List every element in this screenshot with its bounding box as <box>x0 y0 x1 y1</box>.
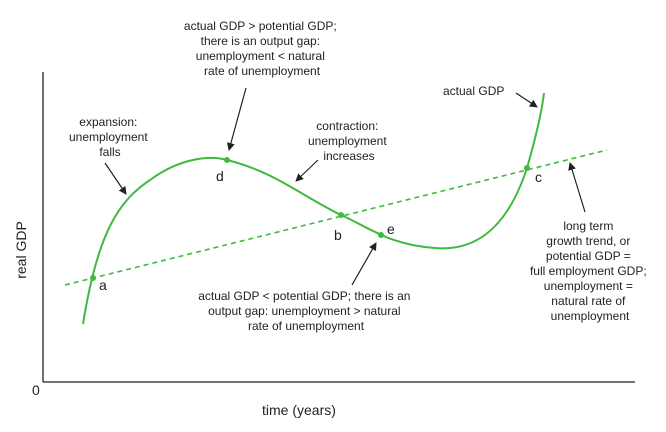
trend-line <box>64 149 608 286</box>
point-d-label: d <box>216 168 224 184</box>
actual-gdp-arrow <box>515 92 538 108</box>
point-e-label: e <box>387 221 395 237</box>
bottom-annotation: actual GDP < potential GDP; there is an … <box>198 289 414 333</box>
point-c-marker <box>524 165 530 171</box>
trend-annotation-arrow <box>568 162 586 213</box>
expansion-arrow <box>104 162 127 195</box>
origin-label: 0 <box>32 382 40 398</box>
y-axis-label: real GDP <box>13 221 29 279</box>
contraction-arrow <box>295 159 319 182</box>
expansion-annotation: expansion: unemployment falls <box>69 115 151 159</box>
actual-gdp-label: actual GDP <box>443 84 504 98</box>
top-annotation-arrow <box>226 87 247 151</box>
point-c-label: c <box>535 169 542 185</box>
trend-annotation: long term growth trend, or potential GDP… <box>530 219 650 323</box>
contraction-annotation: contraction: unemployment increases <box>308 119 390 163</box>
point-a-label: a <box>99 277 107 293</box>
x-axis-label: time (years) <box>262 402 336 418</box>
point-d-marker <box>224 157 230 163</box>
bottom-annotation-arrow <box>351 242 377 286</box>
point-e-marker <box>378 232 384 238</box>
point-b-marker <box>338 212 344 218</box>
point-b-label: b <box>334 227 342 243</box>
point-a-marker <box>90 275 96 281</box>
top-annotation: actual GDP > potential GDP; there is an … <box>184 19 340 78</box>
